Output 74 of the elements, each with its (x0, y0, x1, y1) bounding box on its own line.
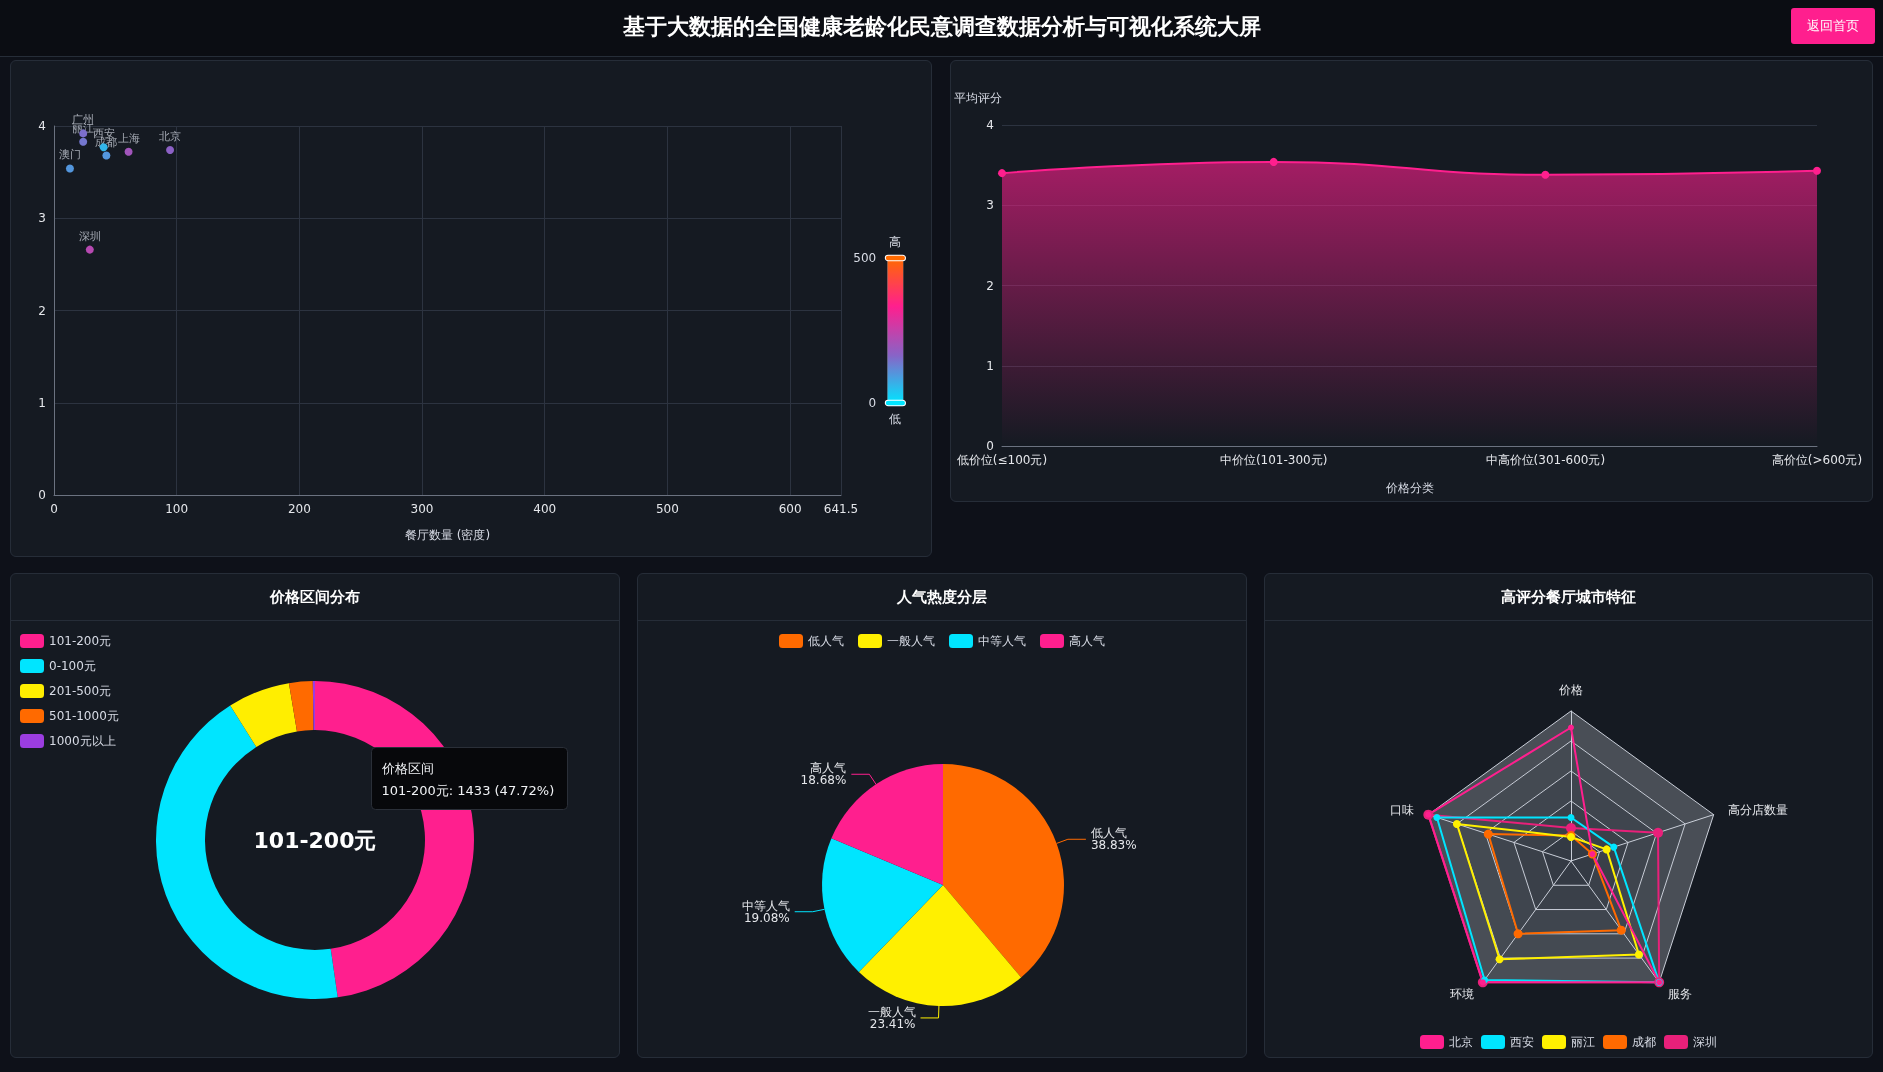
text: 价格区间 (380, 761, 434, 776)
chart-title: 价格区间分布 (11, 574, 619, 621)
text: 返回首页 (1791, 8, 1875, 44)
data-label: 38.83% (1090, 838, 1137, 853)
y-tick-label: 0 (38, 488, 46, 502)
data-label: 18.68% (800, 773, 847, 788)
chart-title: 人气热度分层 (638, 574, 1246, 621)
text: 101-200元: 1433 (47.72%) (381, 783, 555, 798)
legend-label: 101-200元 (49, 634, 112, 648)
spoke-label: 服务 (1667, 987, 1692, 1002)
chart-title: 高评分餐厅城市特征 (1265, 574, 1872, 621)
x-tick-label: 400 (533, 502, 557, 516)
text: 基于大数据的全国健康老龄化民意调查数据分析与可视化系统大屏 (622, 14, 1261, 39)
x-tick-label: 低价位(≤100元) (956, 453, 1048, 467)
y-axis-title: 平均评分 (954, 91, 1002, 105)
spoke-label: 高分店数量 (1727, 803, 1788, 818)
x-tick-label: 641.5 (823, 502, 859, 516)
x-axis-title: 价格分类 (1384, 481, 1434, 495)
slice-label: 中等人气 (741, 898, 790, 913)
point (124, 147, 133, 156)
point (65, 164, 74, 173)
y-tick-label: 3 (38, 211, 46, 226)
x-tick-label: 600 (778, 502, 802, 516)
slice-label: 一般人气 (867, 1004, 916, 1019)
color-bar-label: 500 (853, 251, 877, 265)
annotation: 北京 (159, 129, 182, 143)
x-tick-label: 0 (50, 502, 58, 516)
point (166, 145, 175, 154)
legend-label: 501-1000元 (49, 709, 119, 723)
legend-label: 西安 (1510, 1035, 1534, 1049)
text: 101-200元 (253, 827, 377, 853)
annotation: 深圳 (78, 229, 101, 243)
x-tick-label: 中高价位(301-600元) (1485, 453, 1606, 467)
data-label: 23.41% (869, 1016, 916, 1031)
annotation: 澳门 (58, 148, 81, 162)
data-label: 19.08% (743, 910, 790, 925)
color-bar-label: 0 (868, 396, 877, 410)
y-tick-label: 0 (986, 439, 994, 453)
x-tick-label: 中价位(101-300元) (1219, 453, 1328, 467)
spoke-label: 价格 (1558, 683, 1583, 697)
y-tick-label: 1 (38, 395, 46, 410)
legend-label: 丽江 (1571, 1035, 1595, 1049)
text: 高 (889, 235, 902, 249)
y-tick-label: 4 (38, 119, 46, 133)
x-axis-title: 餐厅数量 (密度) (404, 528, 491, 542)
annotation: 上海 (117, 131, 140, 145)
x-tick-label: 500 (655, 502, 679, 516)
slice-label: 高人气 (810, 761, 847, 776)
legend-label: 201-500元 (49, 684, 112, 698)
x-tick-label: 100 (165, 502, 189, 516)
legend-label: 高人气 (1069, 634, 1105, 648)
slice-label: 低人气 (1090, 826, 1127, 841)
legend-label: 一般人气 (887, 634, 935, 648)
y-tick-label: 1 (986, 358, 994, 373)
x-tick-label: 300 (410, 502, 434, 516)
legend-label: 深圳 (1693, 1035, 1717, 1049)
point (85, 245, 94, 254)
y-tick-label: 2 (986, 278, 994, 293)
text: 低 (889, 412, 902, 426)
legend-label: 1000元以上 (49, 734, 116, 748)
legend-label: 北京 (1449, 1035, 1473, 1049)
point (79, 137, 88, 146)
x-tick-label: 200 (287, 502, 311, 516)
legend-label: 0-100元 (49, 659, 96, 673)
point (102, 151, 111, 160)
legend-label: 成都 (1632, 1035, 1656, 1049)
legend-label: 低人气 (808, 634, 844, 648)
y-tick-label: 3 (986, 198, 994, 213)
x-tick-label: 高价位(>600元) (1771, 453, 1863, 467)
y-tick-label: 4 (986, 118, 994, 132)
legend-label: 中等人气 (978, 634, 1026, 648)
spoke-label: 口味 (1390, 803, 1415, 818)
spoke-label: 环境 (1450, 987, 1475, 1002)
y-tick-label: 2 (38, 303, 46, 318)
